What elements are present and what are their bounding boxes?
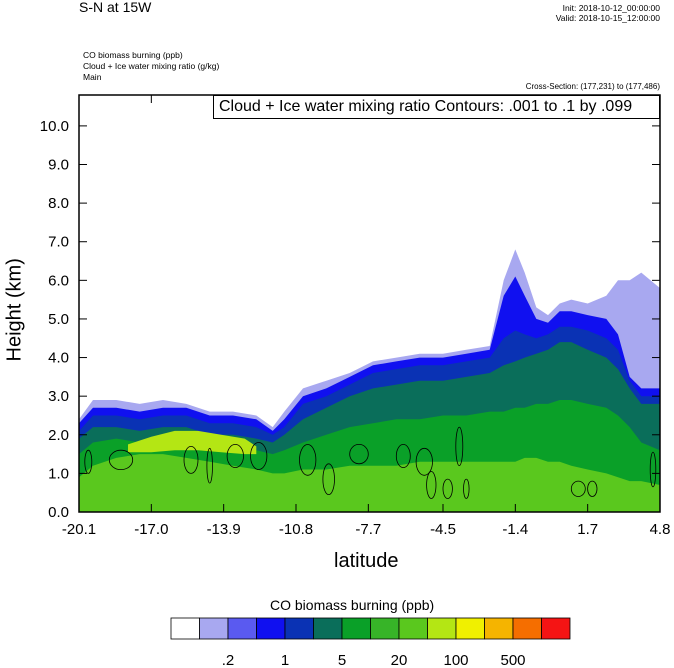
cloud-contour	[426, 471, 437, 499]
x-axis-title: latitude	[334, 550, 399, 572]
cloud-contour	[226, 443, 244, 468]
cloud-contour	[395, 443, 411, 468]
contour-info-box: Cloud + Ice water mixing ratio Contours:…	[213, 95, 660, 119]
colorbar-swatch	[455, 617, 485, 640]
colorbar-swatch	[199, 617, 229, 640]
colorbar-tick-label: .2	[222, 652, 235, 668]
x-tick-label: -17.0	[134, 521, 168, 538]
x-tick-label: 1.7	[577, 521, 598, 538]
colorbar-swatch	[512, 617, 542, 640]
cloud-contour	[463, 478, 470, 499]
y-tick-label: 8.0	[48, 195, 69, 212]
x-tick-label: -4.5	[430, 521, 456, 538]
cloud-contour	[322, 463, 335, 496]
cross-section-label: Cross-Section: (177,231) to (177,486)	[525, 82, 660, 91]
x-tick-label: -20.1	[62, 521, 96, 538]
colorbar-swatch	[427, 617, 457, 640]
cloud-contour	[183, 445, 199, 474]
colorbar-swatch	[227, 617, 257, 640]
cloud-contour	[349, 443, 369, 465]
colorbar-swatch	[284, 617, 314, 640]
field-label-cloud: Cloud + Ice water mixing ratio (g/kg)	[83, 61, 220, 71]
y-tick-label: 1.0	[48, 465, 69, 482]
colorbar-tick-label: 5	[338, 652, 346, 668]
cloud-contour	[415, 447, 433, 476]
field-label-main: Main	[83, 72, 102, 82]
y-axis-title: Height (km)	[3, 258, 26, 362]
field-label-co: CO biomass burning (ppb)	[83, 50, 183, 60]
y-tick-label: 6.0	[48, 272, 69, 289]
y-tick-label: 2.0	[48, 427, 69, 444]
cloud-contour	[299, 444, 317, 476]
y-tick-label: 3.0	[48, 388, 69, 405]
colorbar-swatch	[398, 617, 428, 640]
fill-light-green	[79, 454, 660, 512]
cloud-contour	[455, 426, 464, 467]
cloud-contour	[587, 480, 598, 497]
y-tick-label: 9.0	[48, 157, 69, 174]
cloud-contour	[206, 447, 213, 484]
colorbar-tick-label: 500	[500, 652, 525, 668]
fill-yellow-green	[128, 430, 257, 455]
x-tick-label: -1.4	[502, 521, 528, 538]
y-tick-label: 10.0	[40, 118, 69, 135]
colorbar-swatch	[256, 617, 286, 640]
valid-time-label: Valid: 2018-10-15_12:00:00	[555, 13, 660, 23]
x-tick-label: -13.9	[207, 521, 241, 538]
colorbar-swatch	[170, 617, 200, 640]
colorbar-swatch	[341, 617, 371, 640]
cloud-contour	[442, 478, 453, 499]
colorbar-tick-label: 100	[443, 652, 468, 668]
x-tick-label: -7.7	[355, 521, 381, 538]
cloud-contour	[250, 442, 268, 470]
plot-title: S-N at 15W	[79, 0, 152, 15]
y-tick-label: 7.0	[48, 234, 69, 251]
y-tick-label: 0.0	[48, 504, 69, 521]
colorbar-swatch	[484, 617, 514, 640]
colorbar-swatch	[370, 617, 400, 640]
y-tick-label: 5.0	[48, 311, 69, 328]
y-tick-label: 4.0	[48, 350, 69, 367]
cloud-contour	[84, 449, 93, 474]
colorbar-tick-label: 1	[281, 652, 289, 668]
colorbar-tick-label: 20	[391, 652, 408, 668]
colorbar-swatch	[541, 617, 571, 640]
colorbar-swatch	[313, 617, 343, 640]
cloud-contour	[649, 451, 657, 488]
cloud-contour	[570, 480, 586, 497]
x-tick-label: -10.8	[279, 521, 313, 538]
init-time-label: Init: 2018-10-12_00:00:00	[562, 3, 660, 13]
x-tick-label: 4.8	[650, 521, 671, 538]
cloud-contour	[108, 449, 134, 470]
colorbar-title: CO biomass burning (ppb)	[270, 597, 435, 613]
